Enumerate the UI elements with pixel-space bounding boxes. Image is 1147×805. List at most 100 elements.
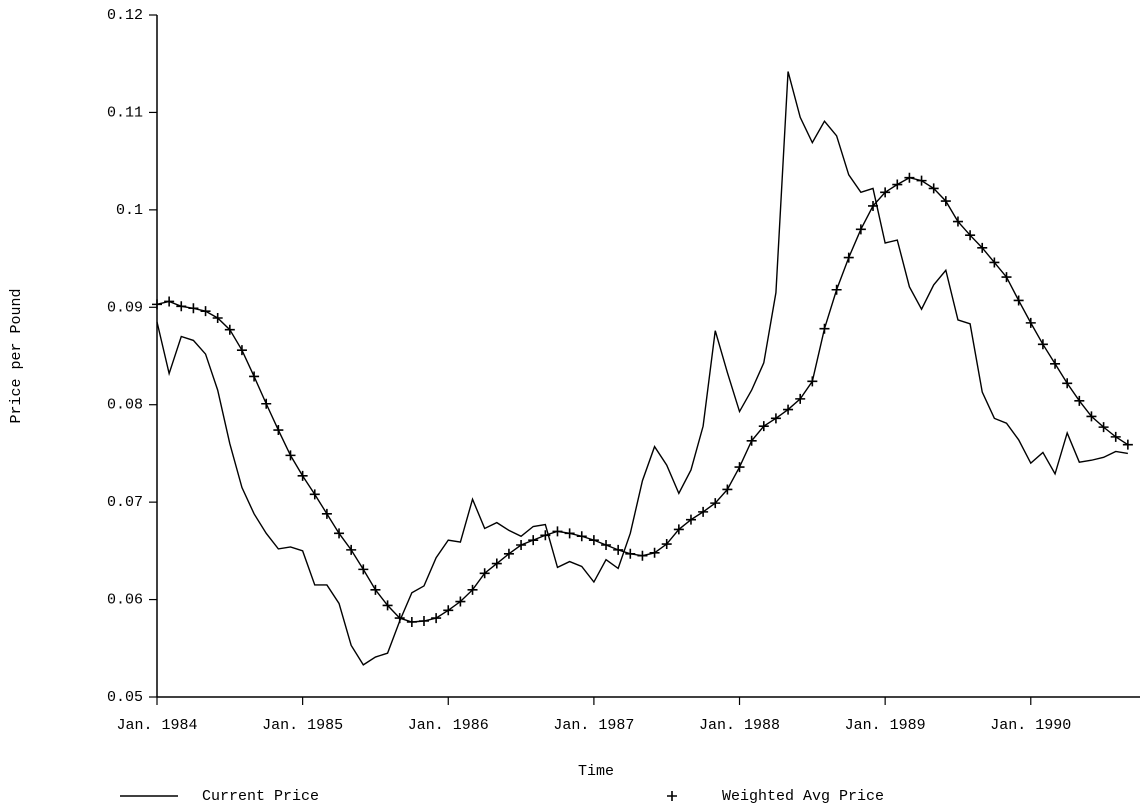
marker bbox=[613, 544, 624, 555]
marker bbox=[418, 616, 429, 627]
y-tick-label: 0.09 bbox=[107, 299, 143, 316]
marker bbox=[394, 613, 405, 624]
marker bbox=[965, 230, 976, 241]
marker bbox=[758, 421, 769, 432]
marker bbox=[1050, 358, 1061, 369]
marker bbox=[152, 299, 162, 310]
marker bbox=[601, 540, 612, 551]
marker bbox=[503, 548, 514, 559]
marker bbox=[188, 303, 199, 314]
marker bbox=[540, 530, 551, 541]
marker bbox=[868, 200, 879, 211]
marker bbox=[467, 584, 478, 595]
marker bbox=[200, 306, 211, 317]
marker bbox=[904, 172, 915, 183]
legend-label: Weighted Avg Price bbox=[722, 788, 884, 805]
marker bbox=[1062, 378, 1073, 389]
x-tick-label: Jan. 1984 bbox=[116, 717, 197, 734]
x-axis-label: Time bbox=[578, 763, 614, 780]
marker bbox=[795, 393, 806, 404]
marker bbox=[370, 584, 381, 595]
marker bbox=[273, 425, 284, 436]
y-tick-label: 0.12 bbox=[107, 7, 143, 24]
marker bbox=[916, 175, 927, 186]
y-axis-label: Price per Pound bbox=[8, 288, 25, 423]
marker bbox=[212, 313, 223, 324]
marker bbox=[673, 524, 684, 535]
marker bbox=[309, 489, 320, 500]
series-line bbox=[156, 71, 1128, 666]
marker bbox=[649, 547, 660, 558]
y-tick-label: 0.08 bbox=[107, 397, 143, 414]
marker bbox=[346, 544, 357, 555]
marker bbox=[1001, 272, 1012, 283]
legend-label: Current Price bbox=[202, 788, 319, 805]
y-tick-label: 0.1 bbox=[116, 202, 143, 219]
marker bbox=[928, 183, 939, 194]
marker bbox=[176, 301, 187, 312]
legend-symbol bbox=[667, 791, 677, 801]
marker bbox=[892, 179, 903, 190]
marker bbox=[661, 539, 672, 550]
marker bbox=[940, 196, 951, 207]
marker bbox=[224, 324, 235, 335]
marker bbox=[807, 376, 818, 387]
marker bbox=[685, 514, 696, 525]
marker bbox=[783, 404, 794, 415]
marker bbox=[746, 435, 757, 446]
marker bbox=[491, 558, 502, 569]
marker bbox=[455, 596, 466, 607]
marker bbox=[880, 187, 891, 198]
legend: Current Price Weighted Avg Price bbox=[120, 788, 884, 805]
marker bbox=[722, 484, 733, 495]
marker bbox=[297, 470, 308, 481]
marker bbox=[321, 508, 332, 519]
marker bbox=[1013, 295, 1024, 306]
x-tick-label: Jan. 1986 bbox=[408, 717, 489, 734]
marker bbox=[1086, 411, 1097, 422]
marker bbox=[249, 371, 260, 382]
marker bbox=[431, 613, 442, 624]
y-tick-label: 0.11 bbox=[107, 104, 143, 121]
marker bbox=[1025, 317, 1036, 328]
marker bbox=[625, 548, 636, 559]
y-tick-label: 0.05 bbox=[107, 689, 143, 706]
marker bbox=[261, 398, 272, 409]
y-tick-label: 0.07 bbox=[107, 494, 143, 511]
x-tick-label: Jan. 1990 bbox=[990, 717, 1071, 734]
marker bbox=[855, 224, 866, 235]
marker bbox=[164, 296, 175, 307]
marker bbox=[1122, 439, 1133, 450]
marker bbox=[989, 257, 1000, 268]
y-tick-label: 0.06 bbox=[107, 592, 143, 609]
marker bbox=[831, 284, 842, 295]
marker bbox=[406, 616, 417, 627]
marker bbox=[516, 540, 527, 551]
marker bbox=[358, 564, 369, 575]
marker bbox=[770, 413, 781, 424]
x-tick-label: Jan. 1985 bbox=[262, 717, 343, 734]
marker bbox=[285, 450, 296, 461]
marker bbox=[1037, 339, 1048, 350]
marker bbox=[479, 568, 490, 579]
marker bbox=[1074, 395, 1085, 406]
marker bbox=[1110, 431, 1121, 442]
marker bbox=[443, 605, 454, 616]
marker bbox=[977, 242, 988, 253]
marker bbox=[552, 526, 563, 537]
marker bbox=[1098, 422, 1109, 433]
marker bbox=[637, 550, 648, 561]
marker bbox=[843, 252, 854, 263]
marker bbox=[576, 531, 587, 542]
marker bbox=[236, 345, 247, 356]
marker bbox=[564, 528, 575, 539]
marker bbox=[710, 498, 721, 509]
marker bbox=[334, 528, 345, 539]
x-tick-label: Jan. 1988 bbox=[699, 717, 780, 734]
marker bbox=[819, 323, 830, 334]
x-tick-label: Jan. 1987 bbox=[553, 717, 634, 734]
x-tick-label: Jan. 1989 bbox=[845, 717, 926, 734]
marker bbox=[698, 506, 709, 517]
marker bbox=[734, 462, 745, 473]
